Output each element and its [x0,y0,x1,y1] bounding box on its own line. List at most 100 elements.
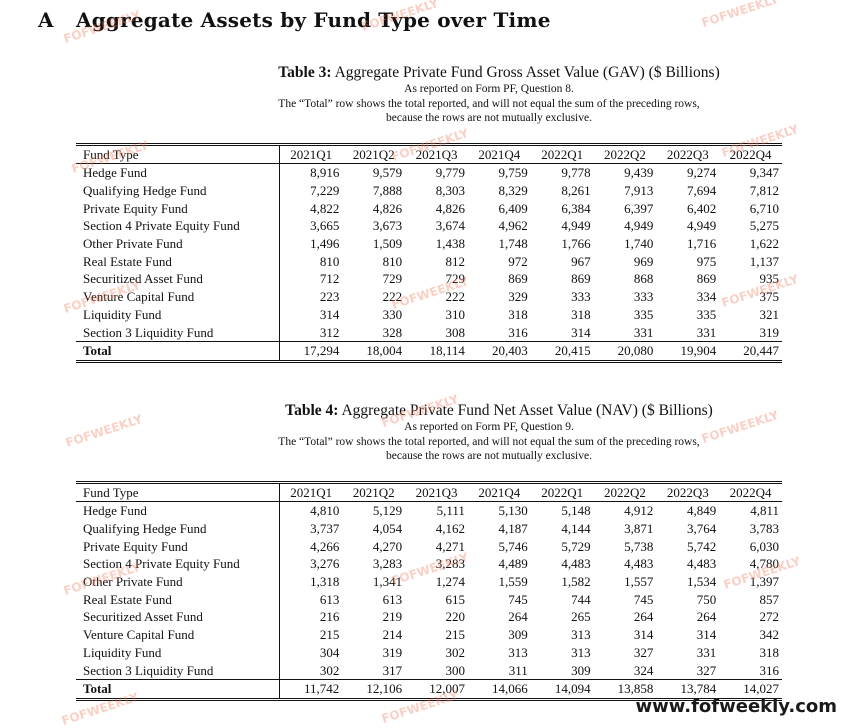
column-header-quarter: 2021Q3 [415,484,458,500]
cell-value: 265 [571,609,591,625]
cell-value: 12,007 [429,681,465,697]
cell-value: 613 [319,591,340,607]
cell-value: 220 [445,609,465,625]
cell-value: 18,114 [429,343,465,359]
cell-value: 1,559 [498,574,528,590]
cell-value: 223 [319,289,340,305]
total-row: Total 11,742 12,106 12,007 14,066 14,094 13,85… [76,679,782,700]
cell-value: 314 [571,324,591,340]
cell-value: 6,384 [561,200,591,216]
cell-value: 3,764 [686,520,717,536]
table4-nav: Fund Type 2021Q1 2021Q2 2021Q3 2021Q4 2022Q1 2… [76,481,782,701]
cell-value: 869 [508,271,528,287]
column-header-quarter: 2021Q2 [352,146,395,162]
cell-value: 9,779 [435,165,465,181]
row-label: Other Private Fund [76,573,280,591]
cell-value: 4,483 [624,556,654,572]
cell-value: 312 [319,324,340,340]
cell-value: 7,694 [686,182,717,198]
cell-value: 215 [319,627,340,643]
cell-value: 745 [633,591,654,607]
table3-note-1: As reported on Form PF, Question 8. [404,83,574,95]
row-label: Hedge Fund [76,501,280,520]
row-label: Real Estate Fund [76,252,280,271]
cell-value: 334 [696,289,717,305]
table3-title: Aggregate Private Fund Gross Asset Value… [334,64,720,81]
cell-value: 1,766 [561,236,591,252]
row-label: Qualifying Hedge Fund [76,181,280,200]
cell-value: 13,858 [617,681,654,697]
cell-value: 324 [633,662,654,678]
column-header-quarter: 2022Q4 [729,484,772,500]
cell-value: 4,949 [561,218,591,234]
cell-value: 4,144 [561,520,591,536]
cell-value: 4,780 [749,556,779,572]
column-header-quarter: 2022Q1 [541,484,584,500]
cell-value: 1,137 [749,253,779,269]
row-label: Section 3 Liquidity Fund [76,323,280,342]
cell-value: 750 [696,591,717,607]
cell-value: 4,811 [750,503,779,519]
cell-value: 4,962 [498,218,528,234]
cell-value: 869 [571,271,591,287]
cell-value: 810 [382,253,403,269]
cell-value: 613 [382,591,403,607]
cell-value: 314 [319,306,340,322]
cell-value: 20,447 [743,343,779,359]
table4-label: Table 4: [285,402,339,419]
cell-value: 3,283 [435,556,465,572]
cell-value: 329 [508,289,528,305]
cell-value: 935 [759,271,780,287]
row-label: Liquidity Fund [76,643,280,662]
table-row: Real Estate Fund 613 613 615 745 744 745 750 857 [76,590,782,609]
cell-value: 4,849 [686,503,717,519]
cell-value: 342 [759,627,780,643]
cell-value: 317 [382,662,403,678]
cell-value: 13,784 [680,681,717,697]
row-label: Venture Capital Fund [76,626,280,644]
cell-value: 972 [508,253,528,269]
table-row: Other Private Fund 1,318 1,341 1,274 1,559 1,… [76,573,782,591]
cell-value: 5,729 [561,538,591,554]
cell-value: 1,740 [624,236,654,252]
cell-value: 4,054 [372,520,403,536]
cell-value: 331 [633,324,654,340]
table-row: Hedge Fund 8,916 9,579 9,779 9,759 9,778 9,439… [76,163,782,182]
cell-value: 3,674 [435,218,465,234]
cell-value: 1,438 [435,236,465,252]
cell-value: 331 [696,644,717,660]
cell-value: 6,030 [749,538,779,554]
cell-value: 857 [759,591,780,607]
cell-value: 18,004 [366,343,403,359]
cell-value: 310 [445,306,465,322]
cell-value: 302 [319,662,340,678]
cell-value: 5,111 [436,503,465,519]
table4-block: Table 4: Aggregate Private Fund Net Asse… [76,402,782,701]
cell-value: 272 [759,609,780,625]
cell-value: 1,557 [624,574,654,590]
cell-value: 319 [382,644,403,660]
cell-value: 4,270 [372,538,403,554]
section-letter: A [38,8,54,32]
cell-value: 4,266 [310,538,340,554]
cell-value: 9,274 [686,165,717,181]
cell-value: 4,187 [498,520,528,536]
cell-value: 216 [319,609,340,625]
cell-value: 219 [382,609,403,625]
cell-value: 14,066 [492,681,528,697]
table4-note-1: As reported on Form PF, Question 9. [404,421,574,433]
cell-value: 7,913 [624,182,654,198]
cell-value: 4,826 [435,200,465,216]
cell-value: 4,826 [372,200,403,216]
cell-value: 4,162 [435,520,465,536]
cell-value: 812 [445,253,465,269]
cell-value: 313 [571,644,591,660]
cell-value: 327 [633,644,654,660]
cell-value: 264 [508,609,528,625]
cell-value: 3,673 [372,218,403,234]
table-row: Venture Capital Fund 215 214 215 309 313 314 31… [76,626,782,644]
cell-value: 4,822 [310,200,340,216]
cell-value: 316 [508,324,528,340]
cell-value: 17,294 [303,343,340,359]
cell-value: 222 [445,289,465,305]
